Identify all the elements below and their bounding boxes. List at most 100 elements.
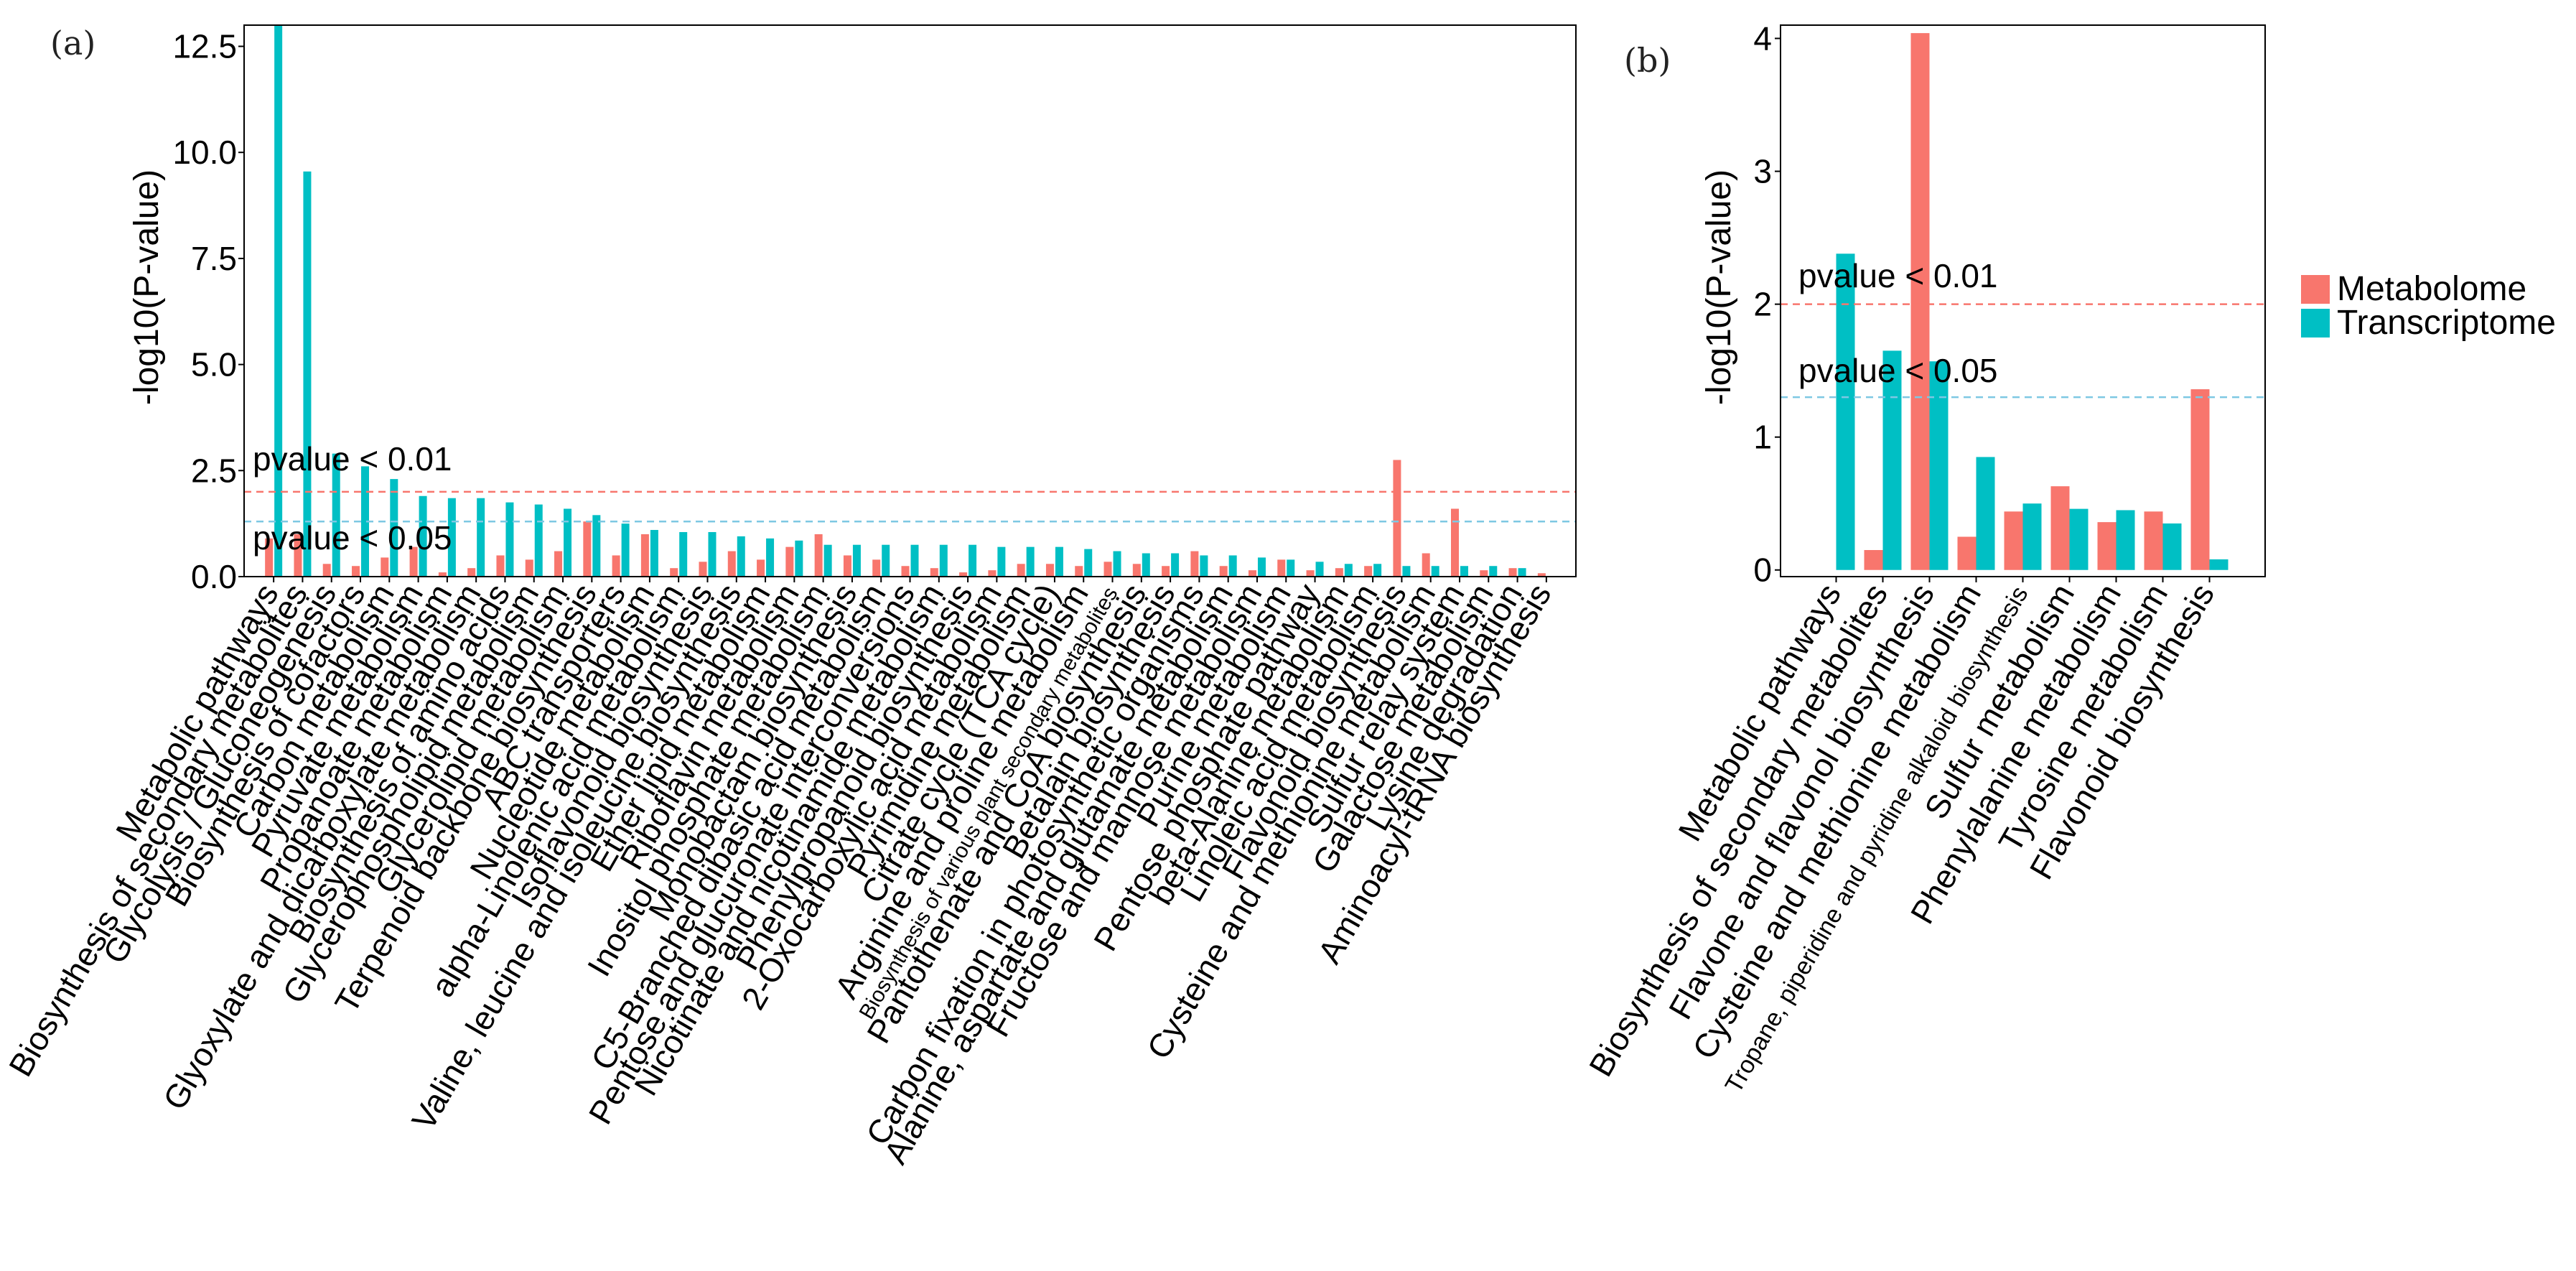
bar-transcriptome-pantothenate-and-coa-biosynthesis bbox=[1142, 553, 1150, 577]
bar-transcriptome-phenylalanine-metabolism bbox=[2116, 510, 2135, 570]
bar-metabolome-terpenoid-backbone-biosynthesis bbox=[583, 521, 592, 577]
bar-transcriptome-biosynthesis-of-secondary-metabolites bbox=[1882, 350, 1902, 570]
bar-transcriptome-sulfur-relay-system bbox=[1460, 566, 1468, 577]
bar-transcriptome-glycerolipid-metabolism bbox=[564, 508, 572, 577]
bar-transcriptome-2-oxocarboxylic-acid-metabolism bbox=[997, 546, 1006, 577]
bar-metabolome-glyoxylate-and-dicarboxylate-metabolism bbox=[467, 568, 476, 577]
y-tick-label: 3 bbox=[1753, 153, 1772, 190]
bar-metabolome-biosynthesis-of-secondary-metabolites bbox=[294, 534, 302, 577]
y-tick-label: 4 bbox=[1753, 20, 1772, 57]
bar-metabolome-pentose-phosphate-pathway bbox=[1306, 570, 1315, 577]
bar-transcriptome-cysteine-and-methionine-metabolism bbox=[1431, 566, 1439, 577]
bar-transcriptome-nicotinate-and-nicotinamide-metabolism bbox=[939, 544, 948, 577]
bar-metabolome-biosynthesis-of-cofactors bbox=[352, 566, 360, 577]
bar-transcriptome-glyoxylate-and-dicarboxylate-metabolism bbox=[477, 498, 485, 577]
bar-metabolome-citrate-cycle-tca-cycle bbox=[1045, 564, 1054, 577]
bar-metabolome-riboflavin-metabolism bbox=[785, 546, 794, 577]
bar-metabolome-biosynthesis-of-secondary-metabolites bbox=[1864, 549, 1883, 570]
bar-metabolome-glycolysis-gluconeogenesis bbox=[322, 564, 331, 577]
bar-metabolome-alanine-aspartate-and-glutamate-metabolism bbox=[1219, 566, 1228, 577]
bar-transcriptome-sulfur-metabolism bbox=[2069, 508, 2089, 570]
bar-metabolome-tyrosine-metabolism bbox=[2144, 511, 2163, 570]
bar-transcriptome-metabolic-pathways bbox=[274, 25, 283, 577]
threshold-label-p001: pvalue < 0.01 bbox=[1798, 257, 1998, 294]
bar-metabolome-phenylalanine-metabolism bbox=[2097, 522, 2117, 570]
bar-metabolome-carbon-metabolism bbox=[381, 557, 389, 577]
bar-transcriptome-phenylpropanoid-biosynthesis bbox=[969, 544, 977, 577]
bar-metabolome-betalain-biosynthesis bbox=[1162, 566, 1170, 577]
threshold-label-p001: pvalue < 0.01 bbox=[253, 440, 452, 478]
bar-transcriptome-tyrosine-metabolism bbox=[2162, 523, 2182, 570]
threshold-label-p005: pvalue < 0.05 bbox=[1798, 352, 1998, 389]
panel-a-y-axis-label: -log10(P-value) bbox=[128, 169, 166, 405]
bar-transcriptome-citrate-cycle-tca-cycle bbox=[1055, 546, 1063, 577]
threshold-label-p005: pvalue < 0.05 bbox=[253, 519, 452, 557]
bar-transcriptome-pyruvate-metabolism bbox=[419, 495, 427, 577]
bar-metabolome-c5-branched-dibasic-acid-metabolism bbox=[872, 559, 881, 577]
bar-transcriptome-flavonoid-biosynthesis bbox=[1402, 566, 1411, 577]
y-tick-label: 12.5 bbox=[172, 28, 237, 65]
panel-b-y-axis-label: -log10(P-value) bbox=[1700, 169, 1738, 405]
y-tick-label: 2 bbox=[1753, 286, 1772, 323]
bar-transcriptome-flavonoid-biosynthesis bbox=[2209, 559, 2229, 570]
bar-transcriptome-inositol-phosphate-metabolism bbox=[823, 544, 832, 577]
bar-metabolome-sulfur-metabolism bbox=[2050, 486, 2070, 570]
panel-a-chart: (a) -log10(P-value) 0.0 2.5 5.0 7.5 10.0 12.5… bbox=[1, 24, 1577, 1170]
bar-metabolome-pentose-and-glucuronate-interconversions bbox=[901, 566, 910, 577]
bar-metabolome-pyruvate-metabolism bbox=[409, 546, 418, 577]
bar-transcriptome-riboflavin-metabolism bbox=[795, 540, 803, 577]
y-tick-label: 0 bbox=[1753, 551, 1772, 589]
bar-transcriptome-biosynthesis-of-amino-acids bbox=[505, 502, 514, 577]
bar-transcriptome-abc-transporters bbox=[621, 523, 630, 577]
bar-transcriptome-cysteine-and-methionine-metabolism bbox=[1976, 457, 1995, 570]
bar-transcriptome-metabolic-pathways bbox=[1836, 253, 1855, 570]
bar-metabolome-pantothenate-and-coa-biosynthesis bbox=[1132, 564, 1141, 577]
bar-metabolome-tropane-piperidine-and-pyridine-alkaloid-biosynthesis bbox=[2004, 511, 2023, 570]
legend-swatch-transcriptome bbox=[2301, 309, 2330, 337]
bar-transcriptome-biosynthesis-of-cofactors bbox=[361, 466, 370, 577]
bar-transcriptome-pentose-phosphate-pathway bbox=[1315, 562, 1324, 577]
y-tick-label: 1 bbox=[1753, 419, 1772, 456]
bar-transcriptome-biosynthesis-of-various-plant-secondary-metabolites bbox=[1113, 551, 1121, 577]
bar-transcriptome-nucleotide-metabolism bbox=[650, 530, 658, 577]
panel-a-plot-frame bbox=[243, 24, 1577, 577]
bar-metabolome-biosynthesis-of-amino-acids bbox=[496, 555, 505, 577]
bar-metabolome-purine-metabolism bbox=[1277, 559, 1286, 577]
bar-metabolome-galactose-metabolism bbox=[1480, 570, 1488, 577]
bar-metabolome-biosynthesis-of-various-plant-secondary-metabolites bbox=[1103, 562, 1112, 577]
bar-metabolome-sulfur-relay-system bbox=[1450, 508, 1459, 577]
bar-transcriptome-alanine-aspartate-and-glutamate-metabolism bbox=[1228, 555, 1237, 577]
bar-transcriptome-glycolysis-gluconeogenesis bbox=[332, 453, 340, 577]
bar-metabolome-propanoate-metabolism bbox=[438, 572, 447, 577]
bar-metabolome-flavonoid-biosynthesis bbox=[2190, 389, 2210, 570]
bar-transcriptome-ether-lipid-metabolism bbox=[766, 538, 775, 577]
bar-metabolome-ether-lipid-metabolism bbox=[757, 559, 765, 577]
bar-transcriptome-biosynthesis-of-secondary-metabolites bbox=[303, 171, 312, 577]
bar-metabolome-linoleic-acid-metabolism bbox=[1364, 566, 1373, 577]
bar-transcriptome-c5-branched-dibasic-acid-metabolism bbox=[882, 544, 890, 577]
bar-metabolome-valine-leucine-and-isoleucine-biosynthesis bbox=[727, 551, 736, 577]
legend-label-metabolome: Metabolome bbox=[2337, 270, 2526, 308]
bar-transcriptome-glycerophospholipid-metabolism bbox=[534, 504, 543, 577]
bar-metabolome-aminoacyl-trna-biosynthesis bbox=[1537, 573, 1546, 577]
bar-metabolome-isoflavonoid-biosynthesis bbox=[699, 562, 707, 577]
y-tick-label: 5.0 bbox=[191, 346, 237, 383]
bar-transcriptome-valine-leucine-and-isoleucine-biosynthesis bbox=[737, 536, 745, 577]
bar-metabolome-carbon-fixation-in-photosynthetic-organisms bbox=[1190, 551, 1199, 577]
bar-metabolome-beta-alanine-metabolism bbox=[1335, 568, 1343, 577]
bar-metabolome-metabolic-pathways bbox=[265, 538, 274, 577]
bar-metabolome-cysteine-and-methionine-metabolism bbox=[1422, 553, 1430, 577]
bar-metabolome-nucleotide-metabolism bbox=[640, 534, 649, 577]
bar-transcriptome-propanoate-metabolism bbox=[447, 498, 456, 577]
bar-metabolome-phenylpropanoid-biosynthesis bbox=[959, 572, 968, 577]
bar-metabolome-inositol-phosphate-metabolism bbox=[814, 534, 823, 577]
bar-transcriptome-alpha-linolenic-acid-metabolism bbox=[679, 531, 688, 577]
legend-label-transcriptome: Transcriptome bbox=[2337, 304, 2556, 342]
y-tick-label: 0.0 bbox=[191, 558, 237, 595]
bar-transcriptome-linoleic-acid-metabolism bbox=[1373, 564, 1382, 577]
bar-metabolome-arginine-and-proline-metabolism bbox=[1075, 566, 1083, 577]
bar-transcriptome-flavone-and-flavonol-biosynthesis bbox=[1929, 361, 1949, 570]
y-tick-label: 2.5 bbox=[191, 452, 237, 489]
